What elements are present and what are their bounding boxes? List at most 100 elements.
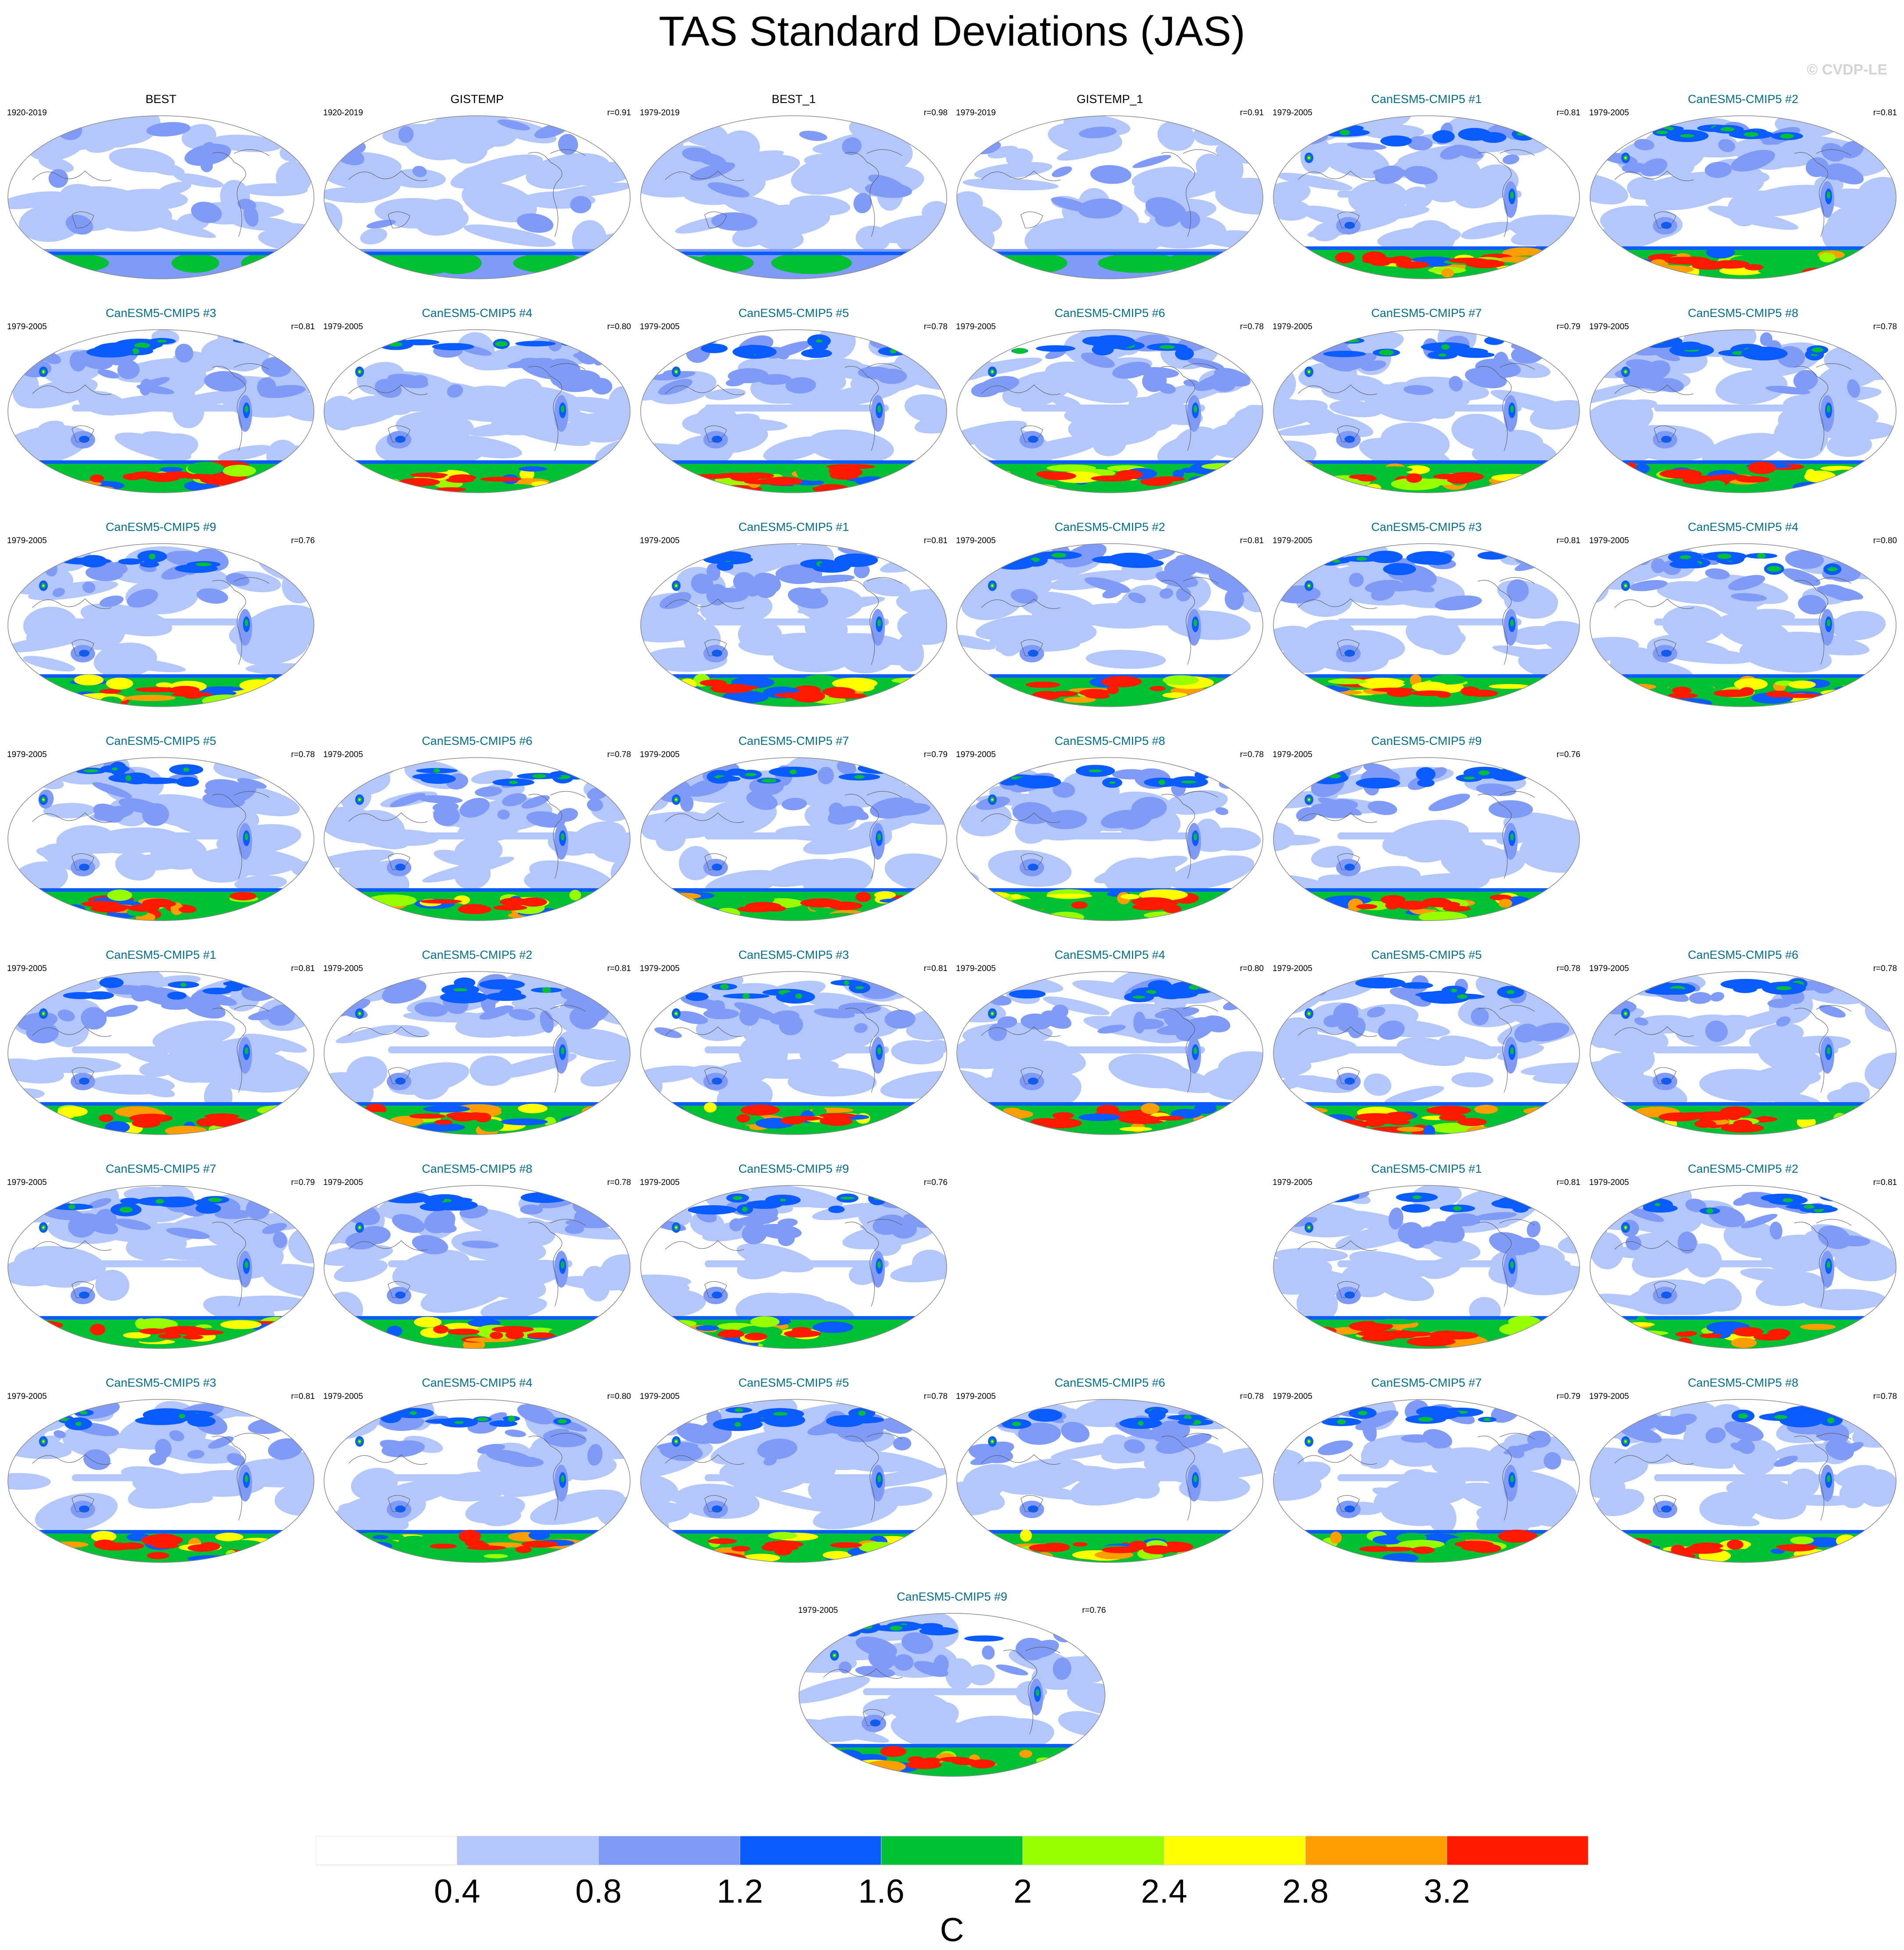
world-map (7, 115, 314, 279)
map-panel: CanESM5-CMIP5 #4 1979-2005 r=0.80 (955, 948, 1265, 1136)
panel-pattern-correlation: r=0.78 (607, 750, 631, 759)
panel-title: CanESM5-CMIP5 #9 (105, 520, 217, 534)
map-panel: CanESM5-CMIP5 #8 1979-2005 r=0.78 (1588, 306, 1898, 495)
world-map (7, 329, 314, 493)
world-map (1590, 115, 1897, 279)
panel-period: 1979-2005 (1273, 322, 1312, 331)
world-map (640, 329, 947, 493)
panel-pattern-correlation: r=0.78 (923, 322, 948, 331)
panel-pattern-correlation: r=0.81 (923, 964, 948, 973)
world-map (1273, 543, 1580, 707)
panel-pattern-correlation: r=0.78 (1556, 964, 1580, 973)
panel-period: 1979-2005 (956, 1392, 996, 1401)
panel-pattern-correlation: r=0.78 (607, 1178, 631, 1187)
panel-pattern-correlation: r=0.98 (923, 108, 948, 117)
panel-pattern-correlation: r=0.80 (607, 322, 631, 331)
panel-period: 1979-2005 (956, 536, 996, 545)
world-map (640, 543, 947, 707)
panel-title: CanESM5-CMIP5 #4 (1054, 948, 1166, 961)
world-map (956, 1399, 1263, 1563)
map-panel: CanESM5-CMIP5 #2 1979-2005 r=0.81 (1588, 1162, 1898, 1350)
world-map (324, 1399, 631, 1563)
panel-pattern-correlation: r=0.76 (923, 1178, 948, 1187)
panel-title: CanESM5-CMIP5 #7 (738, 734, 849, 747)
colorbar-segment (456, 1836, 599, 1865)
panel-title: CanESM5-CMIP5 #8 (421, 1162, 533, 1175)
panel-period: 1979-2005 (1273, 964, 1312, 973)
panel-period: 1979-2005 (323, 964, 363, 973)
map-panel: CanESM5-CMIP5 #1 1979-2005 r=0.81 (639, 520, 948, 708)
panel-period: 1979-2005 (1589, 108, 1629, 117)
map-panel: CanESM5-CMIP5 #9 1979-2005 r=0.76 (1272, 734, 1581, 922)
panel-period: 1979-2005 (956, 750, 996, 759)
map-panel: CanESM5-CMIP5 #4 1979-2005 r=0.80 (322, 306, 632, 495)
colorbar (316, 1836, 1588, 1865)
panel-title: CanESM5-CMIP5 #2 (421, 948, 533, 961)
panel-period: 1979-2005 (7, 1392, 47, 1401)
panel-title: CanESM5-CMIP5 #7 (1371, 1376, 1482, 1389)
panel-pattern-correlation: r=0.79 (1556, 1392, 1580, 1401)
panel-title: CanESM5-CMIP5 #5 (1371, 948, 1482, 961)
panel-period: 1979-2005 (323, 322, 363, 331)
colorbar-segment (1447, 1836, 1588, 1865)
map-panel: CanESM5-CMIP5 #3 1979-2005 r=0.81 (639, 948, 948, 1136)
figure-title: TAS Standard Deviations (JAS) (659, 8, 1245, 55)
panel-period: 1979-2005 (7, 750, 47, 759)
panel-period: 1979-2005 (1589, 1178, 1629, 1187)
watermark: © CVDP-LE (1807, 61, 1887, 78)
panel-period: 1979-2005 (1273, 108, 1312, 117)
panel-pattern-correlation: r=0.80 (607, 1392, 631, 1401)
colorbar-tick-label: 2.4 (1141, 1873, 1187, 1910)
panel-pattern-correlation: r=0.80 (1873, 536, 1897, 545)
colorbar-units-label: C (940, 1911, 964, 1949)
world-map (7, 971, 314, 1135)
panel-period: 1979-2005 (7, 322, 47, 331)
panel-title: CanESM5-CMIP5 #4 (421, 1376, 533, 1389)
colorbar-tick-label: 0.8 (575, 1873, 622, 1910)
panel-pattern-correlation: r=0.78 (1873, 1392, 1897, 1401)
world-map (1590, 1185, 1897, 1349)
world-map (640, 757, 947, 921)
panel-title: CanESM5-CMIP5 #6 (1054, 1376, 1166, 1389)
panel-title: CanESM5-CMIP5 #3 (738, 948, 849, 961)
map-panel: CanESM5-CMIP5 #5 1979-2005 r=0.78 (6, 734, 316, 922)
map-panel: CanESM5-CMIP5 #6 1979-2005 r=0.78 (955, 1376, 1265, 1564)
world-map (7, 1185, 314, 1349)
panel-title: CanESM5-CMIP5 #3 (105, 1376, 217, 1389)
world-map (1273, 971, 1580, 1135)
panel-pattern-correlation: r=0.91 (607, 108, 631, 117)
map-panel: CanESM5-CMIP5 #9 1979-2005 r=0.76 (6, 520, 316, 708)
panel-title: CanESM5-CMIP5 #8 (1687, 1376, 1799, 1389)
map-panel: CanESM5-CMIP5 #7 1979-2005 r=0.79 (6, 1162, 316, 1350)
world-map (956, 115, 1263, 279)
panel-title: CanESM5-CMIP5 #7 (1371, 306, 1482, 320)
colorbar-tick-label: 2 (1013, 1873, 1032, 1910)
panel-period: 1979-2005 (1273, 1392, 1312, 1401)
map-panel: BEST 1920-2019 (6, 92, 316, 281)
panel-pattern-correlation: r=0.79 (1556, 322, 1580, 331)
panel-pattern-correlation: r=0.81 (291, 322, 315, 331)
world-map (640, 971, 947, 1135)
panel-title: CanESM5-CMIP5 #9 (896, 1590, 1008, 1603)
panel-period: 1979-2005 (323, 750, 363, 759)
panel-period: 1979-2005 (1589, 964, 1629, 973)
panel-title: CanESM5-CMIP5 #5 (738, 306, 849, 320)
map-panel: CanESM5-CMIP5 #6 1979-2005 r=0.78 (322, 734, 632, 922)
panel-period: 1920-2019 (323, 108, 363, 117)
panel-period: 1979-2005 (640, 750, 680, 759)
world-map (799, 1613, 1105, 1777)
world-map (1273, 115, 1580, 279)
panel-pattern-correlation: r=0.78 (923, 1392, 948, 1401)
panel-title: CanESM5-CMIP5 #6 (421, 734, 533, 747)
panel-period: 1979-2005 (323, 1392, 363, 1401)
world-map (1590, 971, 1897, 1135)
map-panel: CanESM5-CMIP5 #5 1979-2005 r=0.78 (1272, 948, 1581, 1136)
panel-period: 1979-2005 (323, 1178, 363, 1187)
panel-period: 1979-2005 (7, 1178, 47, 1187)
map-panel: CanESM5-CMIP5 #6 1979-2005 r=0.78 (1588, 948, 1898, 1136)
panel-title: CanESM5-CMIP5 #5 (105, 734, 217, 747)
map-panel: CanESM5-CMIP5 #5 1979-2005 r=0.78 (639, 306, 948, 495)
colorbar-tick-label: 2.8 (1282, 1873, 1329, 1910)
panel-title: CanESM5-CMIP5 #6 (1054, 306, 1166, 320)
